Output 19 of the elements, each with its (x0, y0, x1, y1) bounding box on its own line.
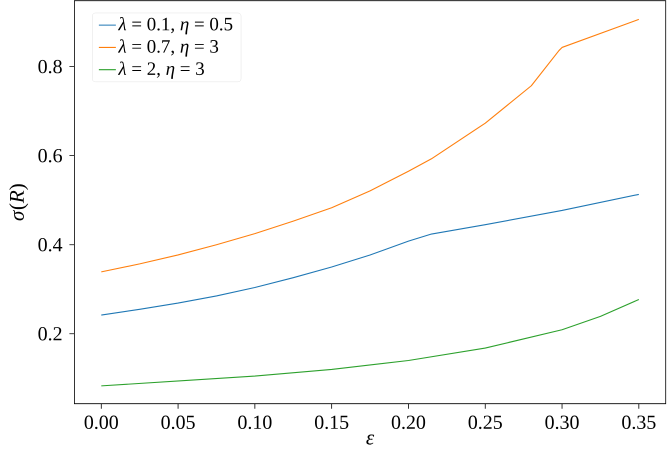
line-series (100, 194, 640, 316)
x-axis-title: ε (366, 434, 374, 445)
x-tick-label: 0.10 (238, 416, 272, 430)
x-tick-label: 0.00 (84, 416, 118, 430)
x-tick-label: 0.15 (314, 416, 348, 430)
x-tick-label: 0.20 (392, 416, 426, 430)
legend-label: λ = 0.1, η = 0.5 (118, 16, 232, 34)
x-tick-label: 0.05 (161, 416, 195, 430)
y-tick-label: 0.2 (38, 327, 62, 341)
legend-label: λ = 2, η = 3 (118, 62, 204, 79)
y-tick-label: 0.8 (38, 60, 62, 74)
line-series (100, 18, 640, 272)
y-tick-label: 0.4 (38, 238, 62, 252)
x-tick-label: 0.25 (468, 416, 502, 430)
x-tick-label: 0.30 (545, 416, 579, 430)
legend-label: λ = 0.7, η = 3 (118, 39, 218, 57)
y-tick-label: 0.6 (38, 148, 62, 162)
y-axis-title: σ(R) (9, 184, 28, 220)
x-tick-label: 0.35 (622, 416, 656, 430)
